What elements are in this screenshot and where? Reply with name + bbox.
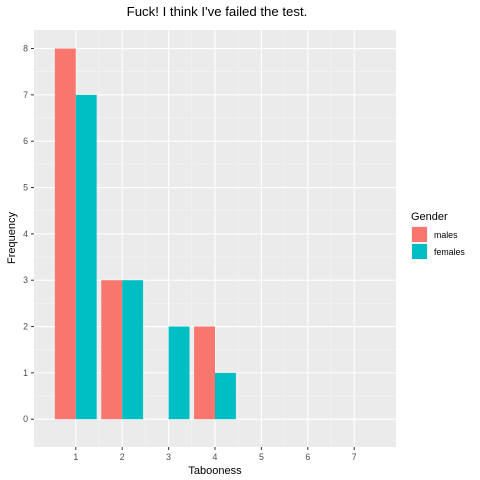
y-tick-label: 7	[23, 90, 28, 100]
bar-males	[55, 49, 76, 420]
bar-females	[122, 280, 143, 419]
legend-label-males: males	[434, 230, 458, 240]
bar-females	[169, 327, 190, 420]
y-tick-label: 5	[23, 183, 28, 193]
x-axis-label: Tabooness	[188, 465, 242, 477]
y-tick-label: 2	[23, 322, 28, 332]
x-tick-label: 3	[166, 452, 171, 462]
x-tick-label: 2	[120, 452, 125, 462]
legend-title: Gender	[411, 211, 448, 223]
y-axis-label: Frequency	[6, 212, 18, 264]
x-tick-label: 4	[213, 452, 218, 462]
legend-label-females: females	[434, 247, 465, 257]
bar-males	[194, 327, 215, 420]
y-tick-label: 6	[23, 136, 28, 146]
y-tick-label: 4	[23, 229, 28, 239]
x-tick-label: 6	[305, 452, 310, 462]
x-tick-label: 5	[259, 452, 264, 462]
bar-females	[76, 95, 97, 419]
chart-title: Fuck! I think I've failed the test.	[127, 4, 308, 19]
y-tick-label: 8	[23, 44, 28, 54]
y-tick-label: 3	[23, 275, 28, 285]
bar-males	[101, 280, 122, 419]
bar-females	[215, 373, 236, 419]
y-tick-label: 0	[23, 414, 28, 424]
y-tick-label: 1	[23, 368, 28, 378]
legend-key-females	[412, 244, 427, 259]
x-tick-label: 1	[73, 452, 78, 462]
legend-key-males	[412, 227, 427, 242]
x-tick-label: 7	[352, 452, 357, 462]
